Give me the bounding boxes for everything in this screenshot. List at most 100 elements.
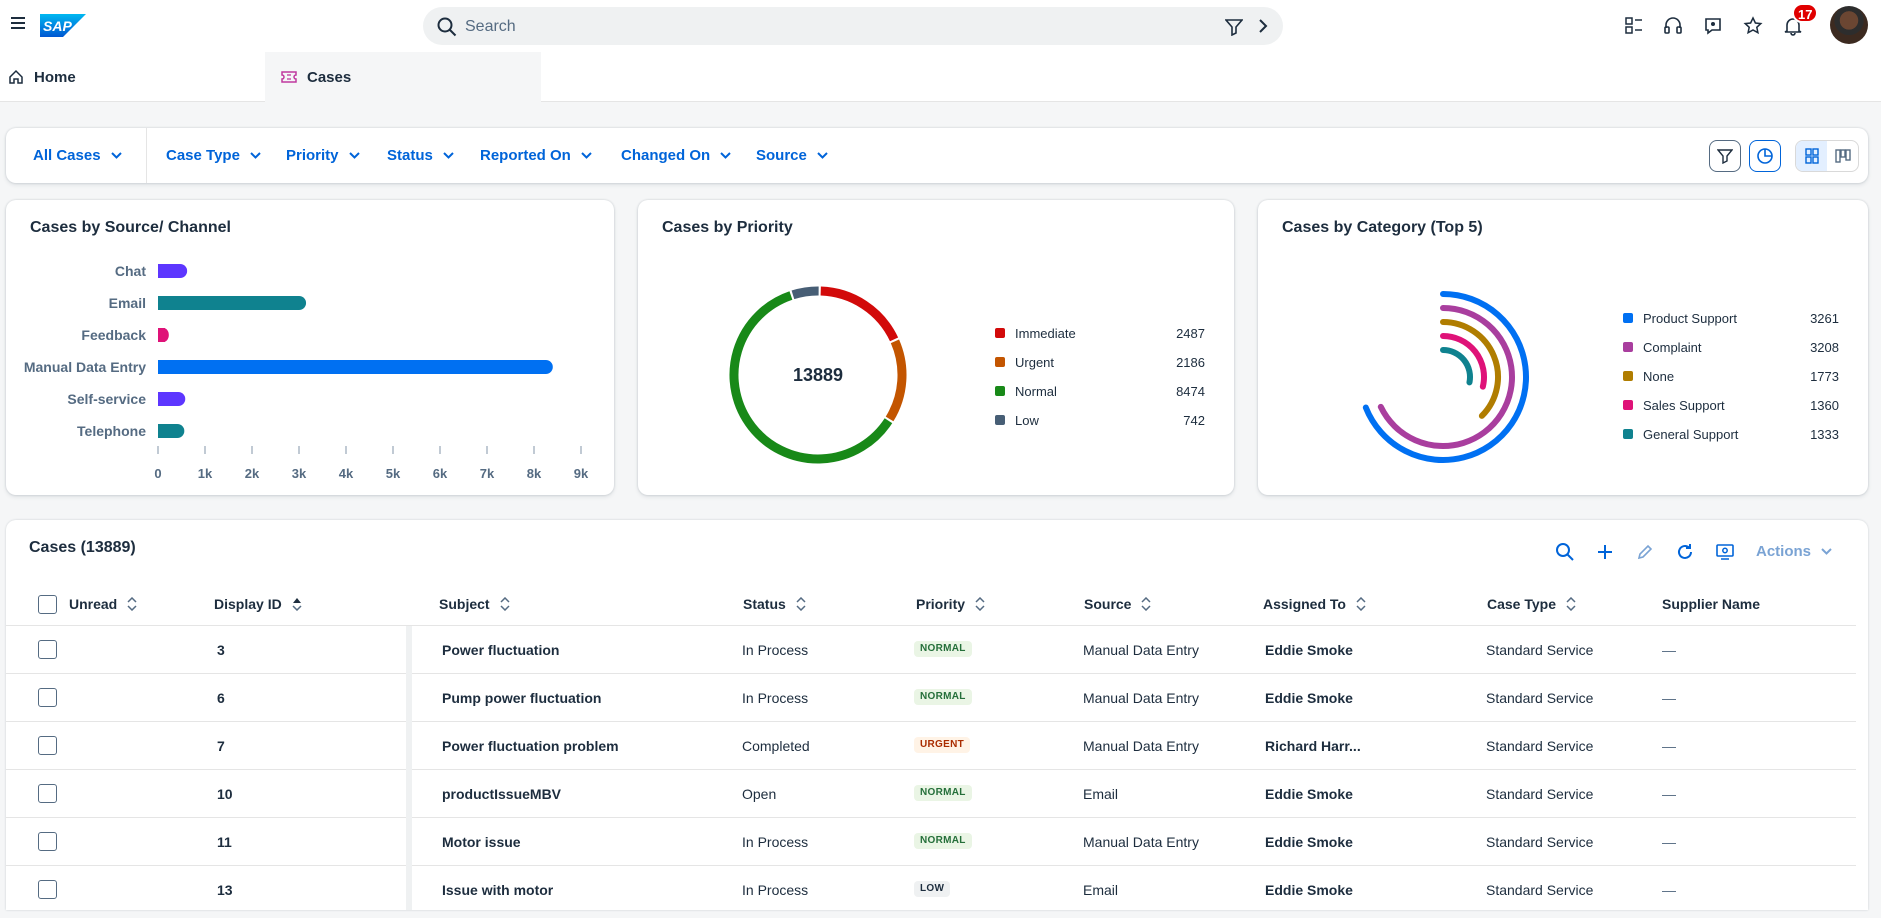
row-checkbox[interactable] (38, 640, 57, 659)
chat-bot-icon[interactable] (1701, 14, 1725, 38)
column-priority[interactable]: Priority (916, 596, 985, 612)
sort-icon (1141, 597, 1151, 611)
bar[interactable] (158, 296, 307, 310)
radial-bar[interactable] (1377, 305, 1515, 449)
actions-menu[interactable]: Actions (1756, 543, 1832, 560)
donut-slice[interactable] (729, 291, 893, 464)
add-icon[interactable] (1593, 540, 1617, 564)
column-assigned-to[interactable]: Assigned To (1263, 596, 1366, 612)
search-icon[interactable] (437, 17, 457, 37)
chevron-right-icon[interactable] (1257, 19, 1269, 33)
column-subject[interactable]: Subject (439, 596, 510, 612)
chevron-down-icon (720, 151, 731, 159)
legend-item[interactable]: Product Support 3261 (1623, 309, 1839, 327)
table-row[interactable]: 10 productIssueMBV Open NORMAL Email Eddie Sm… (6, 770, 1856, 818)
column-label: Status (743, 596, 786, 612)
column-supplier-name[interactable]: Supplier Name (1662, 596, 1760, 612)
cell-subject[interactable]: Power fluctuation problem (442, 738, 619, 754)
column-view-button[interactable] (1827, 141, 1858, 171)
column-display-id[interactable]: Display ID (214, 596, 302, 612)
filter-source[interactable]: Source (756, 147, 828, 164)
cell-subject[interactable]: Power fluctuation (442, 642, 560, 658)
row-checkbox[interactable] (38, 832, 57, 851)
search-field[interactable]: Search (423, 7, 1283, 45)
x-tick-label: 2k (245, 466, 260, 481)
tile-view-button[interactable] (1796, 141, 1827, 171)
column-case-type[interactable]: Case Type (1487, 596, 1576, 612)
filter-priority[interactable]: Priority (286, 147, 360, 164)
cell-subject[interactable]: productIssueMBV (442, 786, 562, 802)
column-status[interactable]: Status (743, 596, 806, 612)
select-all-checkbox[interactable] (38, 595, 57, 614)
radial-bar[interactable] (1440, 347, 1473, 386)
filter-reported-on[interactable]: Reported On (480, 147, 592, 164)
radial-bar[interactable] (1440, 333, 1487, 390)
x-tick-label: 9k (574, 466, 589, 481)
cell-subject[interactable]: Pump power fluctuation (442, 690, 602, 706)
donut-slice[interactable] (820, 286, 899, 342)
edit-icon[interactable] (1633, 540, 1657, 564)
cell-subject[interactable]: Issue with motor (442, 882, 554, 898)
avatar[interactable] (1830, 6, 1868, 44)
search-input[interactable]: Search (465, 18, 516, 35)
cell-subject[interactable]: Motor issue (442, 834, 521, 850)
column-source[interactable]: Source (1084, 596, 1151, 612)
row-checkbox[interactable] (38, 784, 57, 803)
row-checkbox[interactable] (38, 688, 57, 707)
radial-bar[interactable] (1440, 319, 1501, 419)
filter-case-type[interactable]: Case Type (166, 147, 261, 164)
legend-item[interactable]: Complaint 3208 (1623, 338, 1839, 356)
sort-icon (127, 597, 137, 611)
table-row[interactable]: 11 Motor issue In Process NORMAL Manual Data… (6, 818, 1856, 866)
cell-assigned-to[interactable]: Eddie Smoke (1265, 786, 1353, 802)
radial-bar[interactable] (1362, 291, 1529, 463)
legend-label: Urgent (1015, 354, 1055, 370)
filter-status[interactable]: Status (387, 147, 454, 164)
table-row[interactable]: 3 Power fluctuation In Process NORMAL Manual… (6, 626, 1856, 674)
chart-toggle-button[interactable] (1749, 140, 1781, 172)
search-icon[interactable] (1553, 540, 1577, 564)
bar-label: Email (109, 295, 146, 311)
settings-icon[interactable] (1713, 540, 1737, 564)
legend-item[interactable]: None 1773 (1623, 367, 1839, 385)
legend-item[interactable]: Normal 8474 (995, 382, 1205, 400)
filter-label: Case Type (166, 147, 240, 164)
tab-home[interactable]: Home (0, 52, 265, 102)
table-row[interactable]: 13 Issue with motor In Process LOW Email Eddi… (6, 866, 1856, 910)
legend-item[interactable]: General Support 1333 (1623, 425, 1839, 443)
legend-item[interactable]: Low 742 (995, 411, 1205, 429)
tab-cases[interactable]: Cases (265, 52, 541, 102)
cell-assigned-to[interactable]: Richard Harr... (1265, 738, 1361, 754)
refresh-icon[interactable] (1673, 540, 1697, 564)
cell-assigned-to[interactable]: Eddie Smoke (1265, 882, 1353, 898)
menu-icon[interactable] (8, 14, 28, 34)
task-list-icon[interactable] (1622, 14, 1646, 38)
legend-label: Immediate (1015, 325, 1076, 341)
filter-icon[interactable] (1225, 18, 1243, 36)
table-row[interactable]: 6 Pump power fluctuation In Process NORMAL M… (6, 674, 1856, 722)
row-checkbox[interactable] (38, 736, 57, 755)
headset-icon[interactable] (1661, 14, 1685, 38)
column-resize-divider[interactable] (406, 626, 412, 910)
cell-assigned-to[interactable]: Eddie Smoke (1265, 690, 1353, 706)
bar-base (158, 360, 165, 374)
sap-logo[interactable]: SAP (40, 14, 86, 37)
table-row[interactable]: 7 Power fluctuation problem Completed URGEN… (6, 722, 1856, 770)
column-unread[interactable]: Unread (69, 596, 137, 612)
bar[interactable] (158, 360, 553, 374)
cell-display-id: 11 (217, 834, 232, 850)
legend-item[interactable]: Urgent 2186 (995, 353, 1205, 371)
donut-slice[interactable] (885, 339, 907, 422)
star-icon[interactable] (1741, 14, 1765, 38)
legend-item[interactable]: Immediate 2487 (995, 324, 1205, 342)
filter-changed-on[interactable]: Changed On (621, 147, 731, 164)
legend-swatch (995, 357, 1005, 367)
legend-item[interactable]: Sales Support 1360 (1623, 396, 1839, 414)
cell-assigned-to[interactable]: Eddie Smoke (1265, 834, 1353, 850)
filter-all-cases[interactable]: All Cases (33, 147, 122, 164)
cell-assigned-to[interactable]: Eddie Smoke (1265, 642, 1353, 658)
row-checkbox[interactable] (38, 880, 57, 899)
filter-toggle-button[interactable] (1709, 140, 1741, 172)
bar[interactable] (158, 264, 188, 278)
donut-slice[interactable] (791, 286, 819, 300)
